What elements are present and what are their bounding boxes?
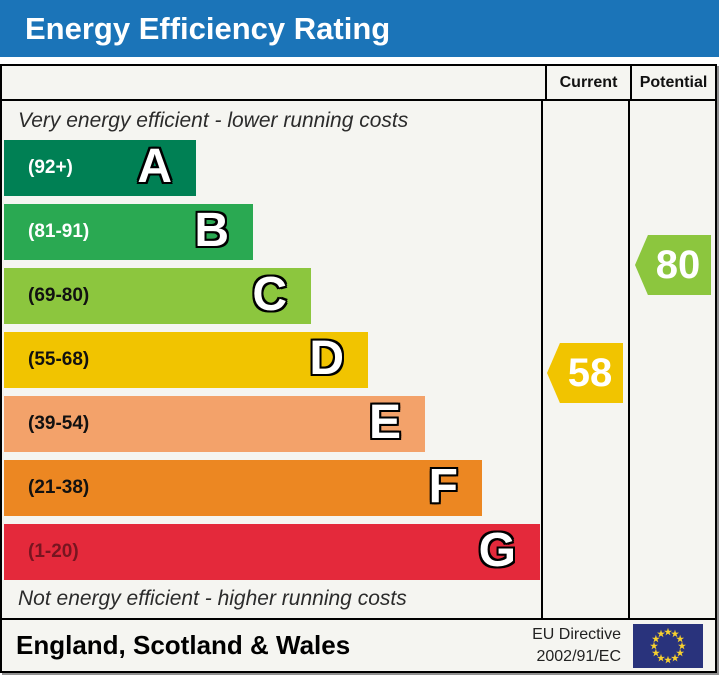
eu-directive-line2: 2002/91/EC — [536, 647, 621, 665]
band-a-letter: A — [137, 140, 172, 193]
page-title: Energy Efficiency Rating — [0, 0, 719, 57]
band-e: (39-54) E — [4, 396, 425, 452]
potential-column-divider — [628, 101, 630, 618]
band-d-range: (55-68) — [28, 349, 90, 370]
band-f-range: (21-38) — [28, 477, 90, 498]
eu-directive-label: EU Directive 2002/91/EC — [532, 624, 621, 668]
band-b-range: (81-91) — [28, 221, 90, 242]
current-column-header: Current — [545, 66, 630, 99]
bottom-note: Not energy efficient - higher running co… — [18, 587, 407, 610]
eu-flag-icon — [633, 623, 703, 668]
band-g-letter: G — [478, 524, 516, 577]
band-d: (55-68) D — [4, 332, 368, 388]
band-a-range: (92+) — [28, 157, 73, 178]
band-g-range: (1-20) — [28, 541, 79, 562]
table-header-row: Current Potential — [2, 66, 715, 101]
potential-column-header: Potential — [630, 66, 715, 99]
band-e-range: (39-54) — [28, 413, 90, 434]
band-b-letter: B — [194, 204, 229, 257]
band-d-letter: D — [309, 332, 344, 385]
table-footer-row: England, Scotland & Wales EU Directive 2… — [2, 618, 715, 671]
band-g: (1-20) G — [4, 524, 540, 580]
current-column-divider — [541, 101, 543, 618]
current-rating-arrow: 58 — [547, 343, 623, 403]
header-spacer — [2, 66, 545, 99]
band-a: (92+) A — [4, 140, 196, 196]
band-f-letter: F — [428, 460, 458, 513]
band-f: (21-38) F — [4, 460, 482, 516]
band-c: (69-80) C — [4, 268, 311, 324]
top-note: Very energy efficient - lower running co… — [18, 109, 409, 132]
region-label: England, Scotland & Wales — [16, 630, 351, 660]
band-e-letter: E — [368, 396, 401, 449]
band-b: (81-91) B — [4, 204, 253, 260]
rating-table: Current Potential Very energy efficient … — [0, 64, 717, 673]
potential-rating-arrow: 80 — [635, 235, 711, 295]
band-c-range: (69-80) — [28, 285, 90, 306]
band-c-letter: C — [252, 268, 287, 321]
eu-directive-line1: EU Directive — [532, 625, 621, 643]
chart-area: Very energy efficient - lower running co… — [2, 101, 715, 618]
